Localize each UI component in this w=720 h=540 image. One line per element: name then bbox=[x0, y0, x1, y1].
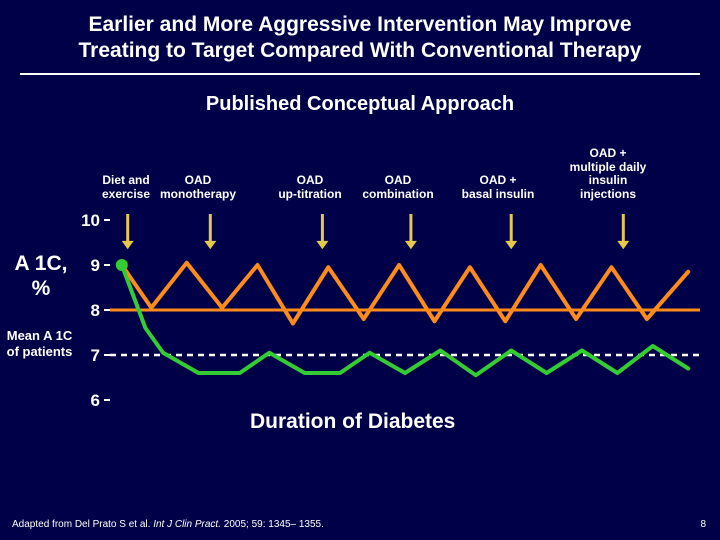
y-tick-label: 8 bbox=[76, 301, 100, 321]
chart-svg bbox=[0, 210, 720, 440]
page-number: 8 bbox=[700, 519, 706, 530]
y-tick-label: 6 bbox=[76, 391, 100, 411]
title-line1: Earlier and More Aggressive Intervention… bbox=[30, 12, 690, 38]
y-tick-label: 7 bbox=[76, 346, 100, 366]
citation-journal: Int J Clin Pract. bbox=[153, 519, 221, 530]
slide-title: Earlier and More Aggressive Intervention… bbox=[0, 0, 720, 73]
treatment-labels: Diet and exerciseOAD monotherapyOAD up-t… bbox=[0, 142, 720, 202]
treatment-label: OAD monotherapy bbox=[148, 174, 248, 202]
y-axis-subtitle: Mean A 1C of patients bbox=[2, 328, 77, 359]
chart-area: A 1C, % Mean A 1C of patients Duration o… bbox=[0, 210, 720, 440]
treatment-label: OAD combination bbox=[348, 174, 448, 202]
title-underline bbox=[20, 73, 700, 75]
citation-prefix: Adapted from Del Prato S et al. bbox=[12, 519, 153, 530]
slide-subtitle: Published Conceptual Approach bbox=[0, 93, 720, 116]
x-axis-title: Duration of Diabetes bbox=[250, 410, 455, 434]
treatment-label: OAD + multiple daily insulin injections bbox=[558, 147, 658, 202]
title-line2: Treating to Target Compared With Convent… bbox=[30, 38, 690, 64]
citation: Adapted from Del Prato S et al. Int J Cl… bbox=[12, 519, 324, 530]
y-axis-title: A 1C, % bbox=[6, 251, 76, 301]
treatment-label: OAD up-titration bbox=[260, 174, 360, 202]
treatment-label: OAD + basal insulin bbox=[448, 174, 548, 202]
y-tick-label: 10 bbox=[76, 211, 100, 231]
citation-suffix: 2005; 59: 1345– 1355. bbox=[221, 519, 324, 530]
y-tick-label: 9 bbox=[76, 256, 100, 276]
